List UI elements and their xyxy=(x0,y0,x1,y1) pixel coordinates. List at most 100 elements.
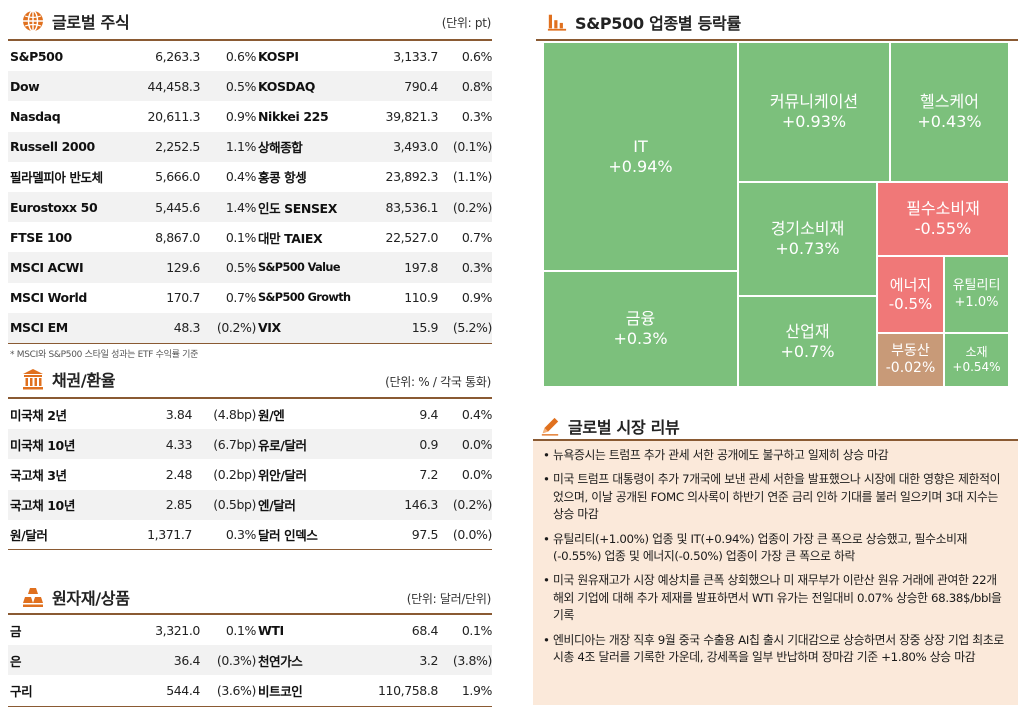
row-value-left: 48.3 xyxy=(130,312,200,343)
commodities-header: 원자재/상품 xyxy=(22,582,130,612)
cell-name: 커뮤니케이션 xyxy=(769,92,859,111)
row-change-right: 0.4% xyxy=(461,406,493,422)
cell-value: +1.0% xyxy=(954,294,999,310)
row-name-right: 엔/달러 xyxy=(256,489,352,520)
bonds-fx-title: 채권/환율 xyxy=(52,371,116,390)
cell-name: 금융 xyxy=(625,309,656,328)
row-value-right: 7.2 xyxy=(419,466,438,482)
row-value-right: 23,892.3 xyxy=(385,169,439,185)
cell-name: 헬스케어 xyxy=(920,92,979,111)
table-row: FTSE 100 8,867.0 0.1% 대만 TAIEX 22,527.0 0.7% xyxy=(8,222,492,252)
row-change-left: 0.9% xyxy=(225,108,257,124)
row-change-left: 0.5% xyxy=(200,71,256,102)
row-value-right: 3.2 xyxy=(352,645,438,676)
row-name-right: 홍콩 항셍 xyxy=(258,170,307,186)
row-name-right: 유로/달러 xyxy=(256,429,352,460)
sector-treemap: IT +0.94% 금융 +0.3% 커뮤니케이션 +0.93% 헬스케어 +0… xyxy=(543,42,1009,387)
row-value-left: 44,458.3 xyxy=(130,71,200,102)
treemap-cell-utilities: 유틸리티 +1.0% xyxy=(944,256,1009,333)
row-change-right: (1.1%) xyxy=(452,169,493,185)
global-stocks-table: S&P500 6,263.3 0.6% KOSPI 3,133.7 0.6% Dow 44,4… xyxy=(8,41,492,343)
row-value-right: 3,493.0 xyxy=(352,131,438,162)
table-row: S&P500 6,263.3 0.6% KOSPI 3,133.7 0.6% xyxy=(8,41,492,71)
row-name-left: Nasdaq xyxy=(10,108,61,124)
cell-value: +0.54% xyxy=(952,360,1001,374)
table-row: 은 36.4 (0.3%) 천연가스 3.2 (3.8%) xyxy=(8,645,492,676)
treemap-cell-consumer-staples: 필수소비재 -0.55% xyxy=(877,182,1009,256)
review-item: 미국 트럼프 대통령이 추가 7개국에 보낸 관세 서한을 발표했으나 시장에 … xyxy=(543,471,1008,523)
row-change-right: (0.0%) xyxy=(452,527,493,543)
bar-chart-icon xyxy=(547,14,567,31)
row-change-left: (0.3%) xyxy=(200,645,256,676)
row-change-right: (5.2%) xyxy=(438,312,492,343)
divider xyxy=(8,706,492,707)
row-name-right: 상해종합 xyxy=(256,131,352,162)
row-name-right: 위안/달러 xyxy=(258,467,307,483)
row-value-left: 1,371.7 xyxy=(147,527,192,543)
row-value-left: 5,445.6 xyxy=(130,191,200,223)
cell-value: +0.7% xyxy=(780,341,835,361)
table-row: 미국채 2년 3.84 (4.8bp) 원/엔 9.4 0.4% xyxy=(8,399,492,429)
row-change-left: 0.7% xyxy=(225,290,257,306)
row-change-right: 0.9% xyxy=(461,290,493,306)
row-change-left: 0.3% xyxy=(225,527,257,543)
cell-name: 경기소비재 xyxy=(770,219,845,238)
row-change-right: 0.1% xyxy=(461,622,493,638)
row-name-right: 비트코인 xyxy=(258,683,303,699)
cell-name: 유틸리티 xyxy=(952,278,1001,294)
treemap-cell-materials: 소재 +0.54% xyxy=(944,333,1009,387)
row-name-left: Dow xyxy=(8,71,130,102)
review-item: 유틸리티(+1.00%) 업종 및 IT(+0.94%) 업종이 가장 큰 폭으… xyxy=(543,531,1008,566)
table-row: 국고채 3년 2.48 (0.2bp) 위안/달러 7.2 0.0% xyxy=(8,459,492,489)
table-row: 국고채 10년 2.85 (0.5bp) 엔/달러 146.3 (0.2%) xyxy=(8,489,492,520)
row-value-right: 790.4 xyxy=(352,71,438,102)
row-change-right: 0.7% xyxy=(461,229,493,245)
row-value-right: 15.9 xyxy=(352,312,438,343)
row-name-right: Nikkei 225 xyxy=(258,108,329,124)
cell-value: +0.43% xyxy=(917,112,982,131)
row-change-left: 0.4% xyxy=(225,169,257,185)
row-name-right: KOSPI xyxy=(258,48,299,64)
table-row: Eurostoxx 50 5,445.6 1.4% 인도 SENSEX 83,536.1… xyxy=(8,191,492,223)
row-value-left: 6,263.3 xyxy=(155,48,200,64)
row-name-left: 원/달러 xyxy=(10,528,48,544)
row-name-right: S&P500 Growth xyxy=(258,291,351,305)
row-change-right: (0.1%) xyxy=(438,131,492,162)
row-name-right: 대만 TAIEX xyxy=(258,230,323,246)
row-name-left: 금 xyxy=(10,623,22,639)
row-value-right: 39,821.3 xyxy=(385,108,439,124)
treemap-cell-real-estate: 부동산 -0.02% xyxy=(877,333,944,387)
cell-value: -0.5% xyxy=(888,294,933,313)
footnote: * MSCI와 S&P500 스타일 성과는 ETF 수익률 기준 xyxy=(10,350,199,360)
row-value-left: 2.85 xyxy=(130,489,192,520)
cell-value: +0.3% xyxy=(613,329,668,348)
review-item: 미국 원유재고가 시장 예상치를 큰폭 상회했으나 미 재무부가 이란산 원유 … xyxy=(543,572,1008,624)
divider xyxy=(8,397,492,399)
treemap-cell-it: IT +0.94% xyxy=(543,42,738,271)
row-name-right: KOSDAQ xyxy=(256,71,352,102)
divider xyxy=(8,549,492,550)
review-title: 글로벌 시장 리뷰 xyxy=(568,418,680,437)
row-value-left: 5,666.0 xyxy=(155,169,200,185)
row-value-left: 170.7 xyxy=(166,290,200,306)
table-row: Russell 2000 2,252.5 1.1% 상해종합 3,493.0 (0.1%) xyxy=(8,131,492,162)
row-change-left: 0.6% xyxy=(225,48,257,64)
row-name-right: VIX xyxy=(256,312,352,343)
treemap-cell-financials: 금융 +0.3% xyxy=(543,271,738,387)
row-change-left: (3.6%) xyxy=(216,682,257,698)
row-change-left: 0.5% xyxy=(200,252,256,283)
sector-title: S&P500 업종별 등락률 xyxy=(575,14,741,33)
global-stocks-title: 글로벌 주식 xyxy=(52,13,130,32)
cell-value: +0.93% xyxy=(781,112,847,131)
table-row: 구리 544.4 (3.6%) 비트코인 110,758.8 1.9% xyxy=(8,675,492,705)
row-value-right: 110.9 xyxy=(404,290,438,306)
row-value-right: 3,133.7 xyxy=(393,48,438,64)
review-item: 뉴욕증시는 트럼프 추가 관세 서한 공개에도 불구하고 일제히 상승 마감 xyxy=(543,447,1008,465)
row-name-right: 인도 SENSEX xyxy=(256,191,352,223)
divider xyxy=(8,343,492,344)
table-row: 미국채 10년 4.33 (6.7bp) 유로/달러 0.9 0.0% xyxy=(8,429,492,460)
table-row: MSCI World 170.7 0.7% S&P500 Growth 110.9 0.9… xyxy=(8,283,492,313)
global-stocks-unit: (단위: pt) xyxy=(441,16,492,30)
row-name-left: 은 xyxy=(8,645,130,676)
row-value-left: 4.33 xyxy=(130,429,192,460)
